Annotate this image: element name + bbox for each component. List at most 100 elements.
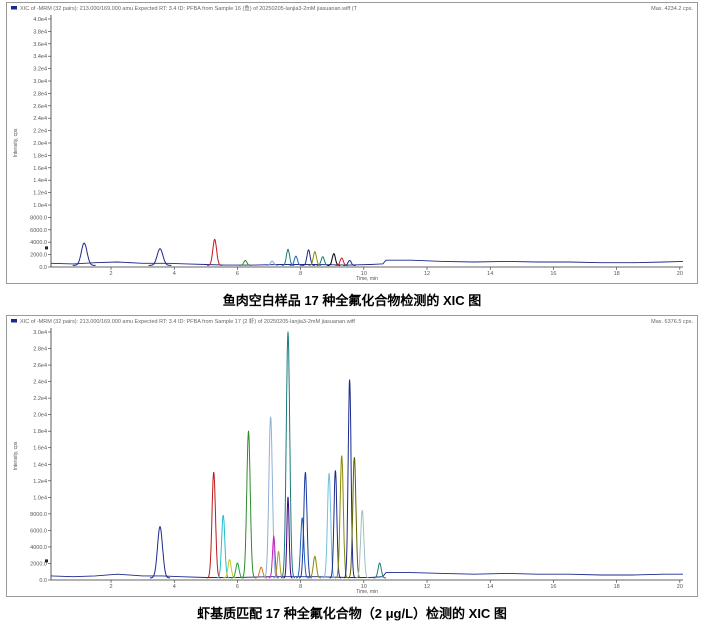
peak-trace-6 <box>281 248 295 266</box>
y-tick-label: 3.0e4 <box>33 330 47 336</box>
max-intensity-label: Max. 4234.2 cps. <box>651 6 693 12</box>
baseline-trace <box>50 572 683 578</box>
x-tick-label: 4 <box>173 271 176 277</box>
peak-trace-11 <box>280 331 296 579</box>
peak-trace-13 <box>295 517 309 579</box>
y-tick-label: 2000.0 <box>30 253 47 259</box>
y-tick-label: 2.2e4 <box>33 396 47 402</box>
y-tick-label: 1.0e4 <box>33 495 47 501</box>
peak-trace-22 <box>373 562 386 579</box>
peak-trace-4 <box>223 558 236 579</box>
y-tick-label: 6000.0 <box>30 528 47 534</box>
y-tick-label: 1.4e4 <box>33 462 47 468</box>
x-tick-label: 2 <box>110 271 113 277</box>
peak-trace-16 <box>322 472 336 579</box>
x-tick-label: 16 <box>550 271 556 277</box>
y-axis-title: Intensity, cps <box>13 128 19 157</box>
chart-header-text: XIC of -MRM (32 pairs): 213.000/169.000 … <box>20 317 355 325</box>
x-tick-label: 16 <box>550 584 556 590</box>
y-tick-label: 1.6e4 <box>33 446 47 452</box>
y-tick-label: 8000.0 <box>30 512 47 518</box>
peak-trace-5 <box>265 260 279 266</box>
peak-trace-15 <box>308 555 322 579</box>
x-tick-label: 10 <box>361 584 367 590</box>
baseline-trace <box>50 259 684 266</box>
peak-trace-19 <box>343 379 356 579</box>
peak-trace-8 <box>263 416 278 579</box>
chart-caption-shrimp: 虾基质匹配 17 种全氟化合物（2 μg/L）检测的 XIC 图 <box>197 606 507 621</box>
peak-trace-12 <box>283 496 293 579</box>
x-tick-label: 14 <box>487 584 493 590</box>
y-tick-label: 1.0e4 <box>33 203 47 209</box>
chart-caption-fish: 鱼肉空白样品 17 种全氟化合物检测的 XIC 图 <box>222 293 482 308</box>
max-intensity-label: Max. 6376.5 cps. <box>651 319 693 325</box>
y-tick-label: 1.4e4 <box>33 178 47 184</box>
y-tick-label: 2.4e4 <box>33 116 47 122</box>
peak-trace-13 <box>343 259 356 266</box>
y-tick-label: 3.6e4 <box>33 42 47 48</box>
y-axis-marker <box>45 559 48 563</box>
peak-trace-7 <box>254 566 268 579</box>
x-tick-label: 8 <box>299 271 302 277</box>
y-tick-label: 1.8e4 <box>33 429 47 435</box>
y-axis-title: Intensity, cps <box>13 441 19 470</box>
x-tick-label: 12 <box>424 584 430 590</box>
y-tick-label: 2.8e4 <box>33 91 47 97</box>
y-tick-label: 3.2e4 <box>33 67 47 73</box>
y-tick-label: 2.2e4 <box>33 129 47 135</box>
y-tick-label: 1.2e4 <box>33 191 47 197</box>
peak-trace-21 <box>355 509 369 579</box>
peak-trace-2 <box>148 248 172 266</box>
y-tick-label: 2000.0 <box>30 561 47 567</box>
peak-trace-7 <box>289 255 303 266</box>
y-tick-label: 2.6e4 <box>33 363 47 369</box>
peak-trace-4 <box>239 259 252 266</box>
x-tick-label: 6 <box>236 271 239 277</box>
y-tick-label: 2.8e4 <box>33 347 47 353</box>
y-axis-marker <box>45 246 48 250</box>
y-tick-label: 3.4e4 <box>33 54 47 60</box>
x-tick-label: 4 <box>173 584 176 590</box>
peak-trace-3 <box>216 514 230 579</box>
peak-trace-11 <box>327 253 341 266</box>
peak-trace-1 <box>149 525 171 579</box>
chart-header-text: XIC of -MRM (32 pairs): 213.000/169.000 … <box>20 4 358 12</box>
legend-swatch <box>11 319 17 323</box>
x-tick-label: 20 <box>677 271 683 277</box>
peak-trace-8 <box>302 249 315 266</box>
y-tick-label: 4000.0 <box>30 545 47 551</box>
y-tick-label: 3.0e4 <box>33 79 47 85</box>
y-tick-label: 0.0 <box>39 265 47 271</box>
y-tick-label: 0.0 <box>39 578 47 584</box>
x-tick-label: 2 <box>110 584 113 590</box>
y-tick-label: 1.2e4 <box>33 479 47 485</box>
x-tick-label: 10 <box>361 271 367 277</box>
y-tick-label: 3.8e4 <box>33 29 47 35</box>
peak-trace-3 <box>207 238 223 266</box>
chart-panel-fish: XIC of -MRM (32 pairs): 213.000/169.000 … <box>6 2 698 284</box>
xic-chart-fish: XIC of -MRM (32 pairs): 213.000/169.000 … <box>11 4 693 282</box>
y-tick-label: 8000.0 <box>30 215 47 221</box>
y-tick-label: 1.8e4 <box>33 153 47 159</box>
y-tick-label: 6000.0 <box>30 228 47 234</box>
legend-swatch <box>11 6 17 10</box>
peak-trace-2 <box>206 472 221 579</box>
y-tick-label: 1.6e4 <box>33 166 47 172</box>
x-tick-label: 14 <box>487 271 493 277</box>
x-tick-label: 18 <box>614 584 620 590</box>
xic-chart-shrimp: XIC of -MRM (32 pairs): 213.000/169.000 … <box>11 317 693 595</box>
x-axis-title: Time, min <box>356 276 378 282</box>
peak-trace-20 <box>347 457 361 579</box>
y-tick-label: 4000.0 <box>30 240 47 246</box>
y-tick-label: 2.0e4 <box>33 413 47 419</box>
x-axis-title: Time, min <box>356 589 378 595</box>
peak-trace-9 <box>268 534 279 579</box>
y-tick-label: 2.4e4 <box>33 380 47 386</box>
peak-trace-1 <box>72 242 96 266</box>
x-tick-label: 20 <box>677 584 683 590</box>
peak-trace-14 <box>299 472 312 579</box>
peak-trace-6 <box>241 430 256 579</box>
y-tick-label: 4.0e4 <box>33 17 47 23</box>
x-tick-label: 12 <box>424 271 430 277</box>
x-tick-label: 8 <box>299 584 302 590</box>
